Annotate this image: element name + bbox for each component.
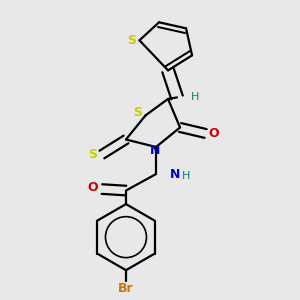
Text: O: O [209, 127, 219, 140]
Text: S: S [128, 34, 136, 47]
Text: Br: Br [118, 282, 134, 295]
Text: N: N [170, 167, 181, 181]
Text: S: S [88, 148, 98, 161]
Text: N: N [150, 144, 161, 157]
Text: S: S [134, 106, 142, 119]
Text: H: H [182, 170, 190, 181]
Text: O: O [88, 181, 98, 194]
Text: H: H [191, 92, 199, 102]
